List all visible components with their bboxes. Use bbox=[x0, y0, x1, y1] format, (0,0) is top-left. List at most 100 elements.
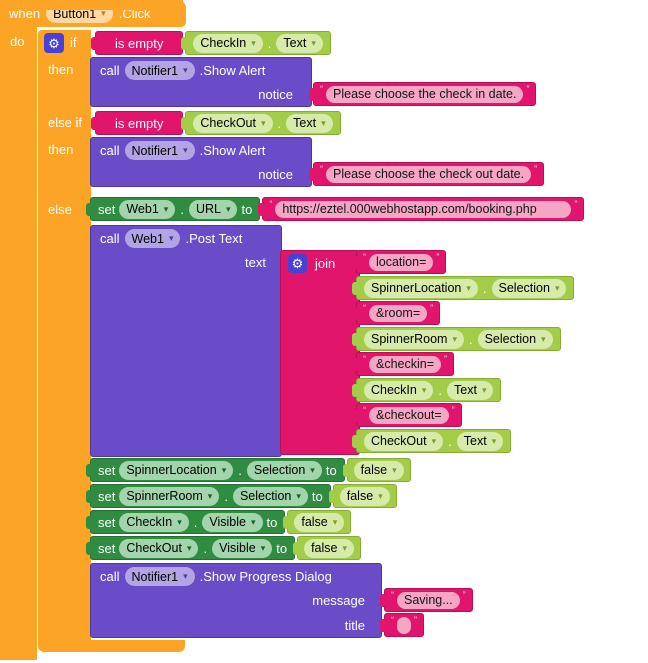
set-keyword: set bbox=[98, 488, 116, 504]
component-dropdown[interactable]: SpinnerRoom bbox=[364, 329, 464, 349]
text-block-saving[interactable]: “ Saving... ” bbox=[380, 588, 473, 612]
text-param-label: text bbox=[245, 255, 266, 270]
text-block-location[interactable]: “ location= ” bbox=[351, 250, 447, 274]
text-field[interactable] bbox=[397, 616, 411, 634]
checkout-text-getter[interactable]: CheckOut . Text bbox=[181, 111, 341, 135]
then-label-2: then bbox=[48, 142, 74, 157]
property-dropdown[interactable]: URL bbox=[188, 199, 238, 219]
component-dropdown[interactable]: CheckOut bbox=[193, 113, 273, 133]
component-dropdown[interactable]: CheckOut bbox=[364, 431, 444, 451]
false-dropdown[interactable]: false bbox=[339, 486, 390, 506]
checkin-text-getter[interactable]: CheckIn . Text bbox=[351, 378, 502, 402]
text-field[interactable]: &room= bbox=[369, 304, 428, 322]
text-field[interactable]: Saving... bbox=[397, 591, 460, 609]
spinnerroom-selection-getter[interactable]: SpinnerRoom . Selection bbox=[352, 327, 561, 351]
text-block-room[interactable]: “ &room= ” bbox=[351, 301, 441, 325]
set-keyword: set bbox=[98, 514, 116, 530]
text-block-empty-title[interactable]: “ ” bbox=[380, 613, 424, 637]
open-quote: “ bbox=[363, 404, 366, 415]
component-dropdown[interactable]: SpinnerLocation bbox=[119, 460, 234, 480]
text-field[interactable]: &checkout= bbox=[369, 406, 449, 424]
text-field[interactable]: Please choose the check in date. bbox=[326, 85, 524, 103]
text-field[interactable]: &checkin= bbox=[369, 355, 442, 373]
component-dropdown[interactable]: SpinnerRoom bbox=[119, 486, 220, 506]
set-spinnerlocation-selection[interactable]: set SpinnerLocation . Selection to bbox=[86, 458, 345, 482]
if-block-bottom[interactable] bbox=[38, 640, 185, 652]
checkout-text-getter[interactable]: CheckOut . Text bbox=[351, 429, 512, 453]
close-quote: ” bbox=[444, 353, 448, 364]
if-label: if bbox=[70, 35, 77, 50]
text-field[interactable]: Please choose the check out date. bbox=[326, 165, 532, 183]
else-label: else bbox=[48, 202, 72, 217]
property-dropdown[interactable]: Text bbox=[276, 33, 323, 53]
call-show-alert-1[interactable]: call Notifier1 .Show Alert notice bbox=[90, 57, 312, 107]
join-block[interactable]: ⚙ join bbox=[280, 250, 360, 455]
call-keyword: call bbox=[100, 143, 120, 158]
dot-separator: . bbox=[203, 540, 208, 556]
property-dropdown[interactable]: Text bbox=[447, 380, 494, 400]
url-text-field[interactable]: https://eztel.000webhostapp.com/booking.… bbox=[275, 200, 572, 218]
false-dropdown[interactable]: false bbox=[353, 460, 404, 480]
dot-separator: . bbox=[438, 382, 443, 398]
notifier-dropdown[interactable]: Notifier1 bbox=[124, 567, 195, 586]
call-show-progress-dialog[interactable]: call Notifier1 .Show Progress Dialog mes… bbox=[90, 563, 382, 638]
call-show-alert-2[interactable]: call Notifier1 .Show Alert notice bbox=[90, 137, 312, 187]
property-dropdown[interactable]: Text bbox=[456, 431, 504, 451]
spinnerlocation-selection-getter[interactable]: SpinnerLocation . Selection bbox=[351, 276, 575, 300]
notifier-dropdown[interactable]: Notifier1 bbox=[124, 61, 195, 80]
property-dropdown[interactable]: Selection bbox=[491, 278, 567, 298]
component-dropdown[interactable]: CheckIn bbox=[119, 512, 189, 532]
logic-false-block[interactable]: false bbox=[293, 536, 362, 560]
component-dropdown[interactable]: SpinnerLocation bbox=[364, 278, 478, 298]
property-dropdown[interactable]: Selection bbox=[246, 460, 322, 480]
text-block-checkout-alert[interactable]: “ Please choose the check out date. ” bbox=[308, 162, 545, 186]
is-empty-block-1[interactable]: is empty bbox=[90, 31, 184, 55]
logic-false-block[interactable]: false bbox=[283, 510, 352, 534]
component-dropdown[interactable]: CheckOut bbox=[119, 538, 199, 558]
text-block-checkin[interactable]: “ &checkin= ” bbox=[351, 352, 455, 376]
do-label: do bbox=[10, 34, 25, 49]
mutator-gear-icon[interactable]: ⚙ bbox=[288, 254, 307, 273]
to-keyword: to bbox=[241, 201, 253, 217]
set-web1-url-block[interactable]: set Web1 . URL to bbox=[85, 197, 261, 221]
when-block-bottom[interactable] bbox=[0, 0, 183, 10]
false-dropdown[interactable]: false bbox=[304, 538, 355, 558]
is-empty-block-2[interactable]: is empty bbox=[90, 111, 184, 135]
open-quote: “ bbox=[320, 83, 323, 94]
text-field[interactable]: location= bbox=[369, 253, 434, 271]
component-dropdown[interactable]: Web1 bbox=[119, 199, 176, 219]
false-dropdown[interactable]: false bbox=[294, 512, 345, 532]
set-checkin-visible[interactable]: set CheckIn . Visible to bbox=[85, 510, 286, 534]
method-name: .Post Text bbox=[185, 231, 243, 246]
text-block-url[interactable]: “ https://eztel.000webhostapp.com/bookin… bbox=[258, 197, 585, 221]
mutator-gear-icon[interactable]: ⚙ bbox=[44, 33, 64, 53]
call-keyword: call bbox=[100, 569, 120, 584]
set-checkout-visible[interactable]: set CheckOut . Visible to bbox=[85, 536, 296, 560]
then-label-1: then bbox=[48, 62, 74, 77]
property-dropdown[interactable]: Visible bbox=[202, 512, 263, 532]
logic-false-block[interactable]: false bbox=[342, 458, 411, 482]
web1-dropdown[interactable]: Web1 bbox=[124, 229, 181, 248]
set-spinnerroom-selection[interactable]: set SpinnerRoom . Selection to bbox=[86, 484, 331, 508]
call-post-text-block[interactable]: call Web1 .Post Text text bbox=[90, 225, 282, 457]
set-keyword: set bbox=[98, 540, 116, 556]
to-keyword: to bbox=[276, 540, 288, 556]
notifier-dropdown[interactable]: Notifier1 bbox=[124, 141, 195, 160]
text-block-checkin-alert[interactable]: “ Please choose the check in date. ” bbox=[308, 82, 537, 106]
property-dropdown[interactable]: Text bbox=[286, 113, 333, 133]
set-keyword: set bbox=[98, 462, 116, 478]
checkin-text-getter[interactable]: CheckIn . Text bbox=[181, 31, 331, 55]
logic-false-block[interactable]: false bbox=[328, 484, 397, 508]
when-block-spine[interactable] bbox=[0, 0, 37, 660]
text-block-checkout[interactable]: “ &checkout= ” bbox=[352, 403, 462, 427]
component-dropdown[interactable]: CheckIn bbox=[193, 33, 263, 53]
open-quote: “ bbox=[363, 251, 366, 262]
property-dropdown[interactable]: Selection bbox=[477, 329, 553, 349]
property-dropdown[interactable]: Visible bbox=[212, 538, 273, 558]
method-name: .Show Alert bbox=[199, 143, 266, 158]
if-block-spine[interactable] bbox=[38, 30, 91, 640]
property-dropdown[interactable]: Selection bbox=[232, 486, 308, 506]
component-dropdown[interactable]: CheckIn bbox=[364, 380, 434, 400]
open-quote: “ bbox=[363, 353, 366, 364]
dot-separator: . bbox=[448, 433, 452, 449]
